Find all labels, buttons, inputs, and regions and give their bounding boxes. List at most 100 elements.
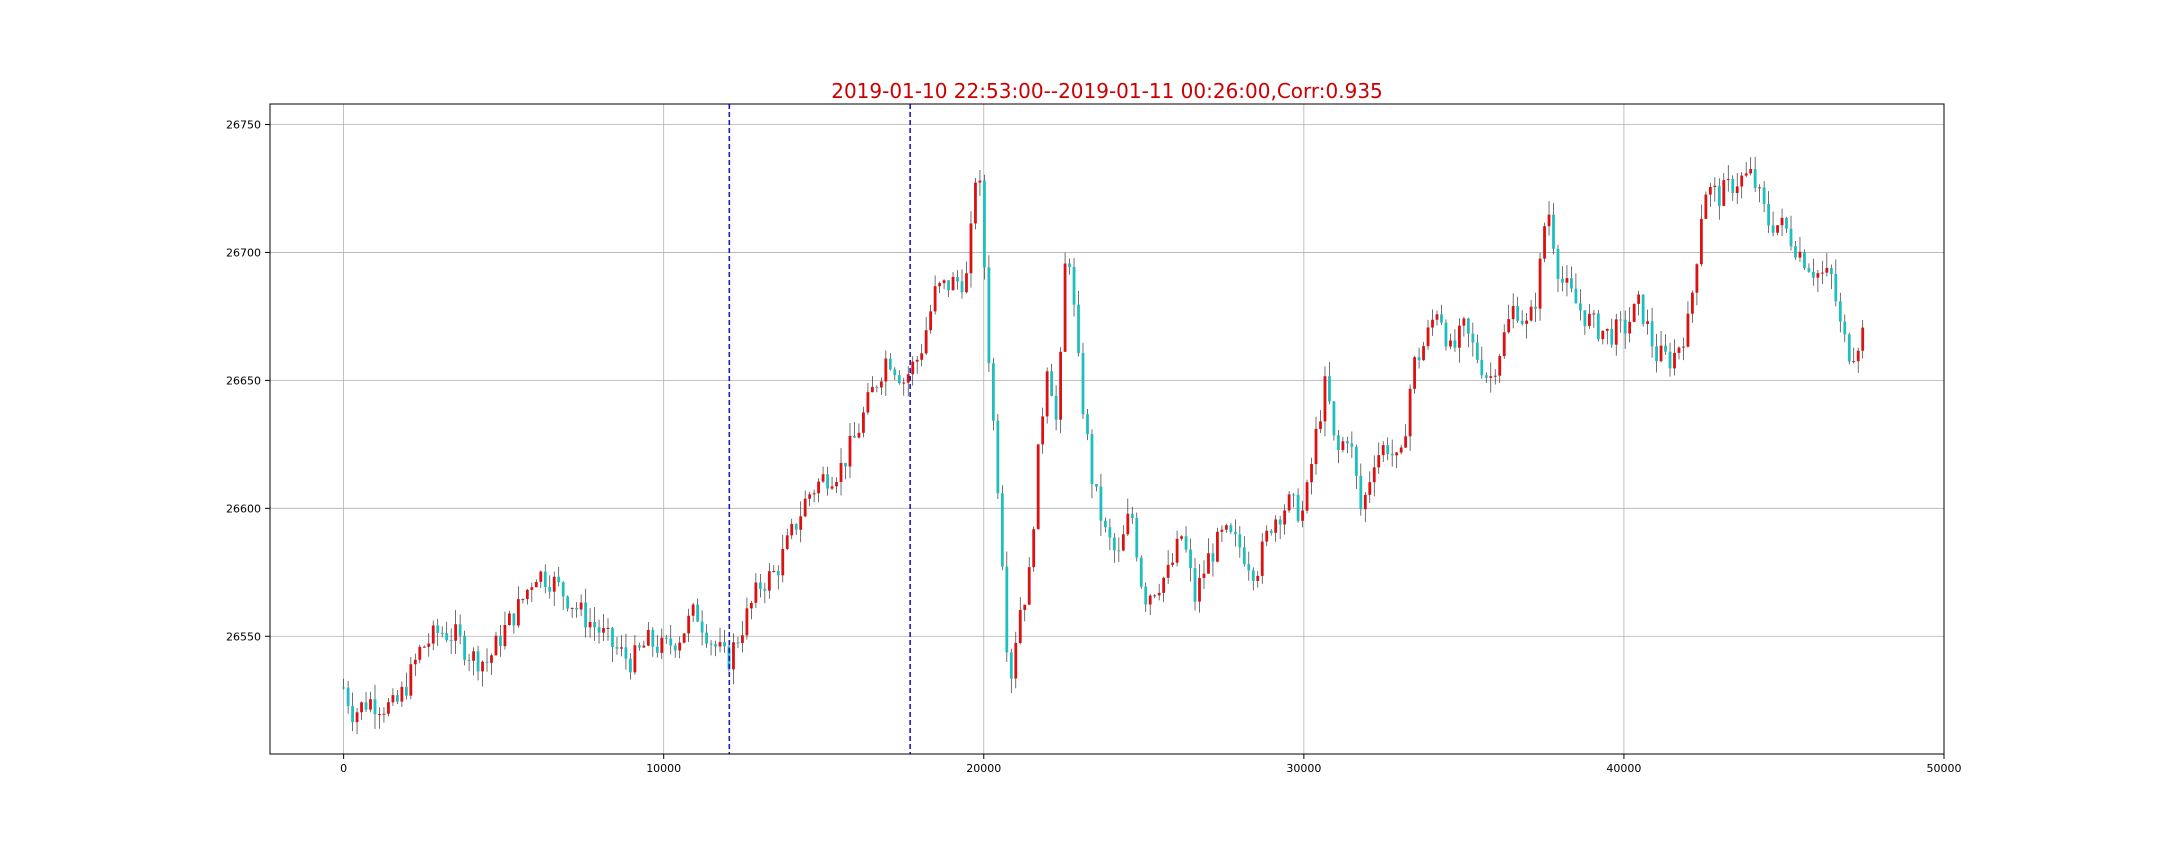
candle-body [1130,513,1134,519]
candle-body [781,548,785,576]
candle-body [1328,376,1331,402]
candle-body [1646,321,1650,324]
candle-body [355,712,359,723]
candle-body [1637,294,1641,304]
candle-body [920,353,924,360]
candle-body [1077,304,1080,354]
candle-body [525,589,529,600]
chart-title: 2019-01-10 22:53:00--2019-01-11 00:26:00… [831,79,1383,103]
candle-body [1023,604,1027,610]
candle-body [772,571,776,573]
candle-body [512,613,516,626]
candle-body [736,642,740,644]
candle-body [1695,264,1699,293]
candle-body [1444,322,1448,347]
candle-body [378,714,381,716]
candle-body [615,647,619,649]
candle-body [1431,319,1434,328]
candle-body [570,607,574,609]
candle-body [1054,395,1058,420]
candle-body [1148,595,1152,605]
candle-body [499,635,502,647]
candle-body [1408,388,1412,437]
candle-body [1350,443,1354,447]
candles [342,156,1865,735]
candle-body [1484,375,1488,378]
candle-body [369,699,372,710]
candle-body [1216,531,1219,562]
candle-body [1242,547,1246,565]
candle-body [1691,292,1694,314]
candle-body [862,412,865,433]
candle-body [454,624,458,641]
candle-body [1498,356,1502,376]
candle-body [1103,520,1107,528]
candle-body [351,705,354,723]
candle-body [924,330,928,354]
candle-body [1502,332,1506,357]
candle-body [1050,371,1054,396]
candle-body [1673,352,1676,369]
candle-body [987,267,991,364]
y-tick-label: 26700 [226,246,261,259]
candle-body [1440,314,1443,323]
axis-ticks: 0 10000 20000 30000 40000 50000 26550 26600 2665… [226,118,1962,775]
candle-body [1435,314,1439,320]
candle-body [1785,217,1788,229]
candle-body [1668,351,1672,369]
candle-body [485,661,489,663]
candle-body [884,358,888,382]
candle-body [1314,428,1318,465]
candle-body [346,687,350,706]
candle-body [1211,553,1215,562]
candle-body [718,642,722,647]
candle-body [516,599,520,626]
candle-body [1180,536,1183,539]
x-tick-label: 20000 [966,762,1001,775]
candle-body [1731,179,1735,193]
candle-body [853,435,856,438]
candle-body [1368,482,1372,495]
candle-body [758,582,762,589]
candle-body [1771,225,1775,233]
candle-body [606,627,610,629]
candle-body [1153,595,1157,597]
candle-body [561,582,565,597]
candle-body [1274,519,1278,533]
candle-body [902,382,906,384]
candle-body [817,481,821,494]
candle-body [602,628,605,633]
candle-body [942,280,946,284]
candle-body [1171,562,1175,565]
candle-body [1193,568,1197,602]
candle-body [1184,536,1188,550]
candle-body [642,645,646,648]
candle-body [463,635,467,660]
grid-lines [270,104,1944,754]
candle-body [548,586,552,592]
candle-body [1847,334,1851,362]
candle-body [1292,494,1296,496]
candle-body [431,625,435,644]
candle-body [584,602,587,628]
candle-body [1493,375,1497,377]
candle-body [1704,194,1708,219]
candle-body [1000,493,1004,567]
candle-body [1610,328,1614,345]
candle-body [445,633,449,641]
candle-body [700,621,704,633]
candle-body [409,664,413,696]
candle-body [1834,273,1838,302]
candle-body [1726,179,1730,181]
candle-body [929,311,933,331]
candle-body [1301,510,1304,521]
candle-body [387,702,390,714]
candle-body [1758,187,1762,189]
candle-body [655,646,659,653]
candle-body [669,638,673,646]
candle-body [1162,577,1166,593]
candle-body [620,647,623,649]
candle-body [593,621,596,628]
candle-body [799,516,803,530]
candle-body [1027,567,1031,605]
